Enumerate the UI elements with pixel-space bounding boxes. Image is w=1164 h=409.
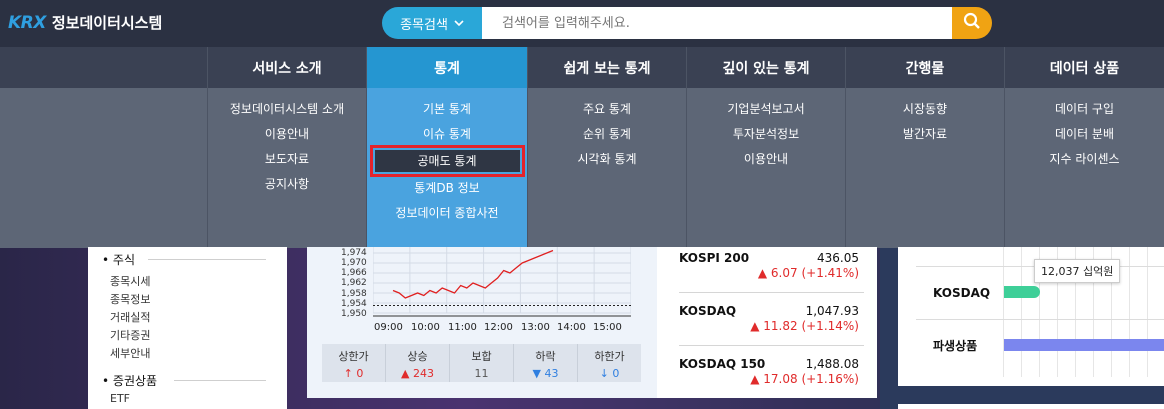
menu-item[interactable]: 데이터 구입 bbox=[1054, 102, 1114, 116]
triangle-up-icon: ▲ bbox=[401, 367, 410, 380]
highlight-frame: 공매도 통계 bbox=[367, 144, 527, 177]
menu-item[interactable]: 순위 통계 bbox=[583, 127, 631, 141]
x-tick-label: 13:00 bbox=[521, 322, 550, 333]
list-item[interactable]: 종목정보 bbox=[110, 293, 151, 306]
logo[interactable]: KRX 정보데이터시스템 bbox=[8, 12, 162, 33]
y-tick-label: 1,974 bbox=[341, 248, 367, 258]
nav-tab-data-products[interactable]: 데이터 상품 bbox=[1049, 60, 1120, 77]
x-tick-label: 12:00 bbox=[484, 322, 513, 333]
bar-derivatives[interactable] bbox=[1004, 339, 1164, 351]
row-label-derivatives: 파생상품 bbox=[933, 339, 978, 353]
search-category-select[interactable]: 종목검색 bbox=[382, 7, 482, 39]
menu-col-easy-stats: 쉽게 보는 통계 주요 통계 순위 통계 시각화 통계 bbox=[527, 47, 686, 248]
menu-col-service: 서비스 소개 정보데이터시스템 소개 이용안내 보도자료 공지사항 bbox=[207, 47, 366, 248]
divider bbox=[174, 380, 266, 381]
card-edge bbox=[898, 404, 1164, 409]
menu-col-deep-stats: 깊이 있는 통계 기업분석보고서 투자분석정보 이용안내 bbox=[686, 47, 845, 248]
menu-item[interactable]: 투자분석정보 bbox=[732, 127, 800, 141]
chevron-down-icon bbox=[454, 16, 464, 31]
divider bbox=[148, 259, 266, 260]
y-tick-label: 1,958 bbox=[341, 289, 367, 299]
search-icon bbox=[963, 12, 981, 34]
stat-upper-limit: 상한가 ↑ 0 bbox=[322, 344, 386, 382]
market-summary-card: 1,974 1,970 1,966 1,962 1,958 1,954 1,95… bbox=[307, 247, 877, 398]
menu-item[interactable]: 발간자료 bbox=[902, 127, 948, 141]
row-label-kosdaq: KOSDAQ bbox=[933, 286, 991, 300]
index-list: KOSPI 200 436.05 ▲ 6.07 (+1.41%) KOSDAQ … bbox=[667, 247, 877, 398]
advance-decline-stats: 상한가 ↑ 0 상승 ▲ 243 보합 11 하락 ▼ 43 하한가 ↓ 0 bbox=[322, 344, 641, 382]
menu-item[interactable]: 이용안내 bbox=[743, 152, 789, 166]
menu-item[interactable]: 주요 통계 bbox=[583, 102, 631, 116]
menu-item[interactable]: 시장동향 bbox=[902, 102, 948, 116]
menu-item[interactable]: 보도자료 bbox=[264, 152, 310, 166]
krx-logo-mark: KRX bbox=[8, 12, 46, 33]
divider bbox=[916, 319, 1164, 320]
nav-tab-easy-stats[interactable]: 쉽게 보는 통계 bbox=[563, 60, 651, 77]
section-title[interactable]: • 주식 bbox=[102, 253, 135, 267]
menu-item-short-selling[interactable]: 공매도 통계 bbox=[374, 149, 520, 172]
menu-item[interactable]: 공지사항 bbox=[264, 177, 310, 191]
nav-tab-publications[interactable]: 간행물 bbox=[905, 60, 945, 77]
menu-col-statistics: 통계 기본 통계 이슈 통계 공매도 통계 통계DB 정보 정보데이터 종합사전 bbox=[366, 47, 527, 248]
x-tick-label: 10:00 bbox=[411, 322, 440, 333]
chart-tooltip: 12,037 십억원 bbox=[1034, 259, 1121, 283]
y-tick-label: 1,962 bbox=[341, 278, 367, 288]
mega-menu-body bbox=[0, 88, 1164, 248]
stat-advance: 상승 ▲ 243 bbox=[386, 344, 450, 382]
menu-item[interactable]: 기본 통계 bbox=[423, 102, 471, 116]
triangle-up-icon: ▲ bbox=[757, 266, 768, 280]
menu-item[interactable]: 정보데이터시스템 소개 bbox=[229, 102, 345, 116]
x-tick-label: 09:00 bbox=[374, 322, 403, 333]
menu-item[interactable]: 이슈 통계 bbox=[423, 127, 471, 141]
trading-value-card: KOSDAQ 파생상품 12,037 십억원 bbox=[898, 247, 1164, 386]
list-item[interactable]: 거래실적 bbox=[110, 311, 151, 324]
y-tick-label: 1,966 bbox=[341, 268, 367, 278]
menu-item[interactable]: 정보데이터 종합사전 bbox=[395, 206, 499, 220]
triangle-up-icon: ▲ bbox=[750, 319, 760, 333]
main-nav bbox=[0, 47, 1164, 88]
menu-col-data-products: 데이터 상품 데이터 구입 데이터 분배 지수 라이센스 bbox=[1004, 47, 1164, 248]
x-tick-label: 14:00 bbox=[557, 322, 586, 333]
y-tick-label: 1,954 bbox=[341, 299, 367, 309]
stat-decline: 하락 ▼ 43 bbox=[514, 344, 578, 382]
list-item[interactable]: ETF bbox=[110, 392, 130, 405]
highlight-box: 공매도 통계 bbox=[369, 144, 525, 177]
menu-item[interactable]: 기업분석보고서 bbox=[727, 102, 805, 116]
market-menu-panel: • 주식 종목시세 종목정보 거래실적 기타증권 세부안내 • 증권상품 ETF bbox=[88, 247, 287, 409]
list-item[interactable]: 기타증권 bbox=[110, 329, 151, 342]
nav-tab-statistics[interactable]: 통계 bbox=[367, 47, 527, 88]
nav-tab-deep-stats[interactable]: 깊이 있는 통계 bbox=[722, 60, 810, 77]
stat-unchanged: 보합 11 bbox=[450, 344, 514, 382]
y-tick-label: 1,950 bbox=[341, 309, 367, 319]
series-line bbox=[392, 249, 554, 299]
site-title: 정보데이터시스템 bbox=[51, 14, 163, 32]
triangle-down-icon: ▼ bbox=[532, 367, 541, 380]
x-tick-label: 15:00 bbox=[593, 322, 622, 333]
menu-col-publications: 간행물 시장동향 발간자료 bbox=[845, 47, 1004, 248]
index-chart: 1,974 1,970 1,966 1,962 1,958 1,954 1,95… bbox=[307, 247, 657, 398]
search-button[interactable] bbox=[952, 7, 992, 39]
y-tick-label: 1,970 bbox=[341, 258, 367, 268]
search-bar: 종목검색 bbox=[382, 7, 992, 39]
menu-item[interactable]: 지수 라이센스 bbox=[1049, 152, 1120, 166]
menu-item[interactable]: 시각화 통계 bbox=[577, 152, 637, 166]
chart-plot bbox=[373, 247, 631, 317]
search-category-label: 종목검색 bbox=[400, 17, 448, 33]
nav-tab-service[interactable]: 서비스 소개 bbox=[252, 60, 322, 77]
section-title[interactable]: • 증권상품 bbox=[102, 374, 158, 388]
menu-item[interactable]: 데이터 분배 bbox=[1054, 127, 1114, 141]
list-item[interactable]: 종목시세 bbox=[110, 275, 151, 288]
divider bbox=[679, 292, 864, 293]
search-input[interactable] bbox=[482, 7, 952, 39]
bar-kosdaq[interactable] bbox=[1004, 286, 1040, 298]
stat-lower-limit: 하한가 ↓ 0 bbox=[594, 350, 625, 380]
top-bar: KRX 정보데이터시스템 종목검색 bbox=[0, 0, 1164, 47]
menu-item[interactable]: 이용안내 bbox=[264, 127, 310, 141]
x-tick-label: 11:00 bbox=[448, 322, 477, 333]
divider bbox=[679, 345, 864, 346]
list-item[interactable]: 세부안내 bbox=[110, 347, 151, 360]
triangle-up-icon: ▲ bbox=[750, 372, 760, 386]
menu-item[interactable]: 통계DB 정보 bbox=[414, 181, 480, 195]
